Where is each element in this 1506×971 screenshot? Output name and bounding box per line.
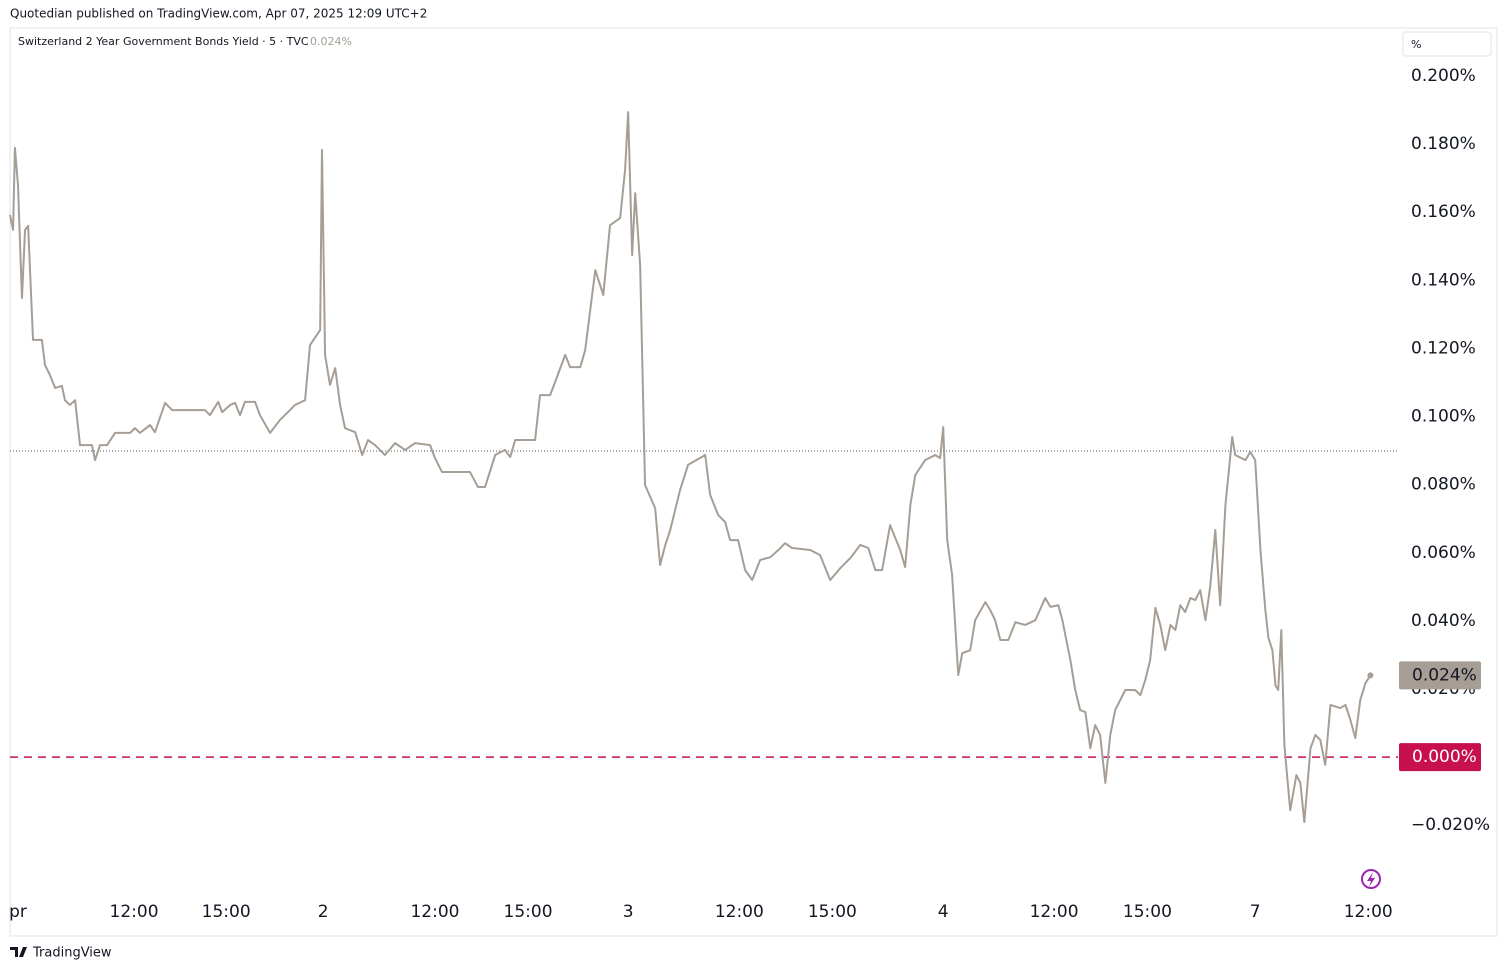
- tv-logo: [10, 947, 27, 957]
- y-tick-label: 0.180%: [1411, 134, 1476, 154]
- reference-tag: [1399, 743, 1481, 772]
- x-tick-label: 3: [623, 902, 634, 922]
- last-price-tag: [1399, 661, 1481, 690]
- y-tick-label: 0.140%: [1411, 270, 1476, 290]
- x-tick-label: pr: [9, 902, 27, 922]
- x-tick-label: 15:00: [808, 902, 857, 922]
- y-tick-label: 0.100%: [1411, 407, 1476, 427]
- x-tick-label: 12:00: [1344, 902, 1393, 922]
- footer-brand: TradingView: [32, 946, 112, 961]
- x-tick-label: 2: [318, 902, 329, 922]
- x-tick-label: 15:00: [1123, 902, 1172, 922]
- lightning-icon[interactable]: [1361, 869, 1381, 889]
- y-tick-label: 0.120%: [1411, 338, 1476, 358]
- unit-box[interactable]: [1402, 31, 1492, 57]
- unit-label: %: [1411, 38, 1421, 51]
- last-point: [1367, 672, 1374, 679]
- chart-frame: [9, 27, 1498, 937]
- last-price-tag-label: 0.024%: [1412, 665, 1477, 685]
- x-tick-label: 12:00: [410, 902, 459, 922]
- publisher-line: Quotedian published on TradingView.com, …: [10, 7, 427, 21]
- x-tick-label: 15:00: [202, 902, 251, 922]
- reference-tag-label: 0.000%: [1412, 747, 1477, 767]
- x-tick-label: 4: [938, 902, 949, 922]
- y-tick-label: 0.060%: [1411, 543, 1476, 563]
- x-tick-label: 15:00: [504, 902, 553, 922]
- y-tick-label: 0.200%: [1411, 66, 1476, 86]
- y-tick-label: 0.040%: [1411, 611, 1476, 631]
- price-line: [9, 111, 1372, 824]
- legend-value: 0.024%: [310, 35, 352, 48]
- x-tick-label: 12:00: [110, 902, 159, 922]
- chart-title: Switzerland 2 Year Government Bonds Yiel…: [18, 35, 309, 48]
- x-tick-label: 7: [1250, 902, 1261, 922]
- x-tick-label: 12:00: [1030, 902, 1079, 922]
- y-tick-label: 0.160%: [1411, 202, 1476, 222]
- x-tick-label: 12:00: [715, 902, 764, 922]
- y-tick-label: −0.020%: [1411, 815, 1490, 835]
- y-tick-label: 0.080%: [1411, 475, 1476, 495]
